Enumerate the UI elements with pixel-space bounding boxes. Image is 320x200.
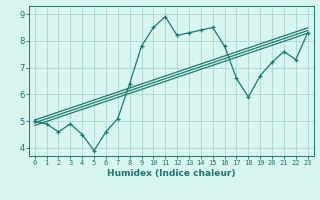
X-axis label: Humidex (Indice chaleur): Humidex (Indice chaleur) [107, 169, 236, 178]
